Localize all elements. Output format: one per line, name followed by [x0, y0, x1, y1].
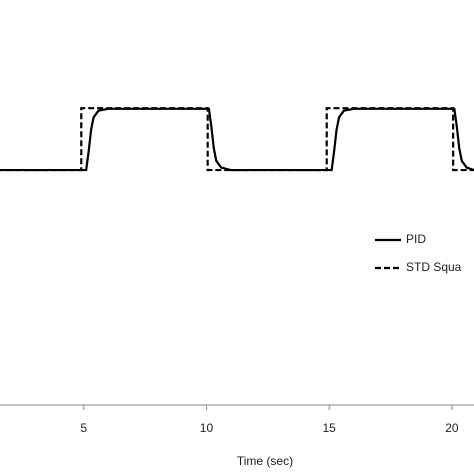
series-line [0, 107, 474, 172]
series-line [0, 107, 474, 172]
x-tick-label: 15 [323, 421, 337, 435]
legend-label: PID [406, 232, 426, 246]
x-axis-label: Time (sec) [237, 454, 293, 468]
legend-label: STD Squa [406, 260, 462, 274]
x-tick-label: 20 [445, 421, 459, 435]
x-tick-label: 5 [80, 421, 87, 435]
x-tick-label: 10 [200, 421, 214, 435]
